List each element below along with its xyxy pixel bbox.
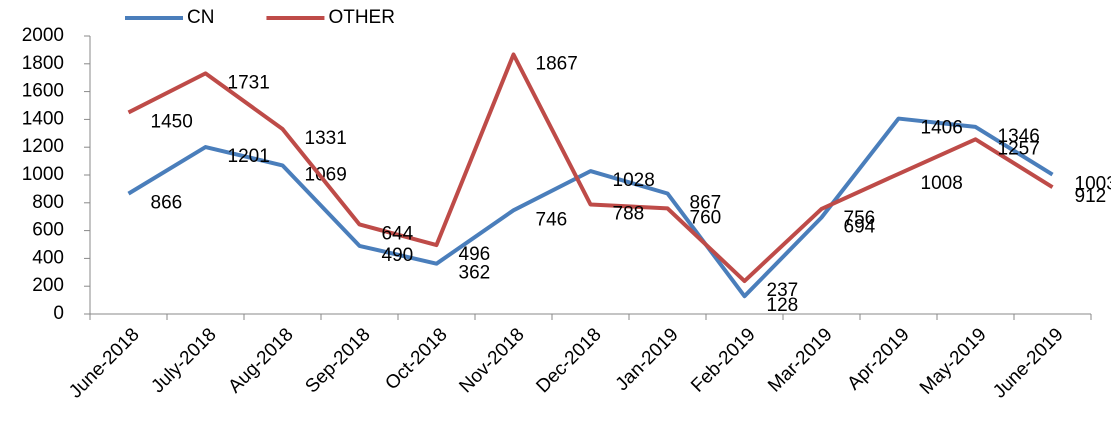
y-tick-label: 800	[32, 192, 64, 213]
x-tick-label: Aug-2018	[224, 324, 297, 397]
data-label: 1406	[921, 118, 963, 139]
data-label: 1731	[228, 72, 270, 93]
data-label: 1201	[228, 146, 270, 167]
data-label: 1450	[151, 111, 193, 132]
data-label: 128	[767, 295, 799, 316]
x-tick-label: July-2018	[147, 324, 220, 397]
y-tick-label: 1400	[22, 108, 64, 129]
data-label: 1257	[998, 138, 1040, 159]
y-tick-label: 1200	[22, 136, 64, 157]
data-label: 496	[459, 244, 491, 265]
series-line	[127, 116, 1054, 299]
y-tick-label: 1800	[22, 53, 64, 74]
y-tick-label: 0	[53, 303, 64, 324]
y-tick-label: 1000	[22, 164, 64, 185]
data-label: 1028	[613, 170, 655, 191]
x-tick-label: Sep-2018	[301, 324, 374, 397]
data-label: 237	[767, 280, 799, 301]
data-label: 694	[844, 217, 876, 238]
data-label: 1346	[998, 126, 1040, 147]
y-tick-label: 200	[32, 275, 64, 296]
data-label: 490	[382, 245, 414, 266]
data-label: 760	[690, 207, 722, 228]
data-label: 1331	[305, 128, 347, 149]
data-label: 1003	[1075, 174, 1111, 195]
legend-label: CN	[187, 7, 214, 28]
x-tick-label: June-2019	[989, 324, 1067, 402]
x-tick-label: Oct-2018	[381, 324, 451, 394]
x-tick-label: Jan-2019	[612, 324, 683, 395]
data-label: 644	[382, 223, 414, 244]
x-tick-label: Feb-2019	[687, 324, 759, 396]
x-tick-label: May-2019	[916, 324, 991, 399]
data-label: 1008	[921, 173, 963, 194]
data-label: 912	[1075, 186, 1107, 207]
data-label: 746	[536, 209, 568, 230]
y-tick-label: 1600	[22, 81, 64, 102]
x-tick-label: Nov-2018	[455, 324, 528, 397]
data-label: 756	[844, 208, 876, 229]
y-tick-label: 600	[32, 220, 64, 241]
y-tick-label: 400	[32, 247, 64, 268]
y-tick-label: 2000	[22, 25, 64, 46]
data-label: 867	[690, 193, 722, 214]
data-label: 362	[459, 263, 491, 284]
legend-label: OTHER	[328, 7, 395, 28]
x-tick-label: Dec-2018	[532, 324, 605, 397]
x-tick-label: Apr-2019	[843, 324, 913, 394]
data-label: 866	[151, 193, 183, 214]
data-label: 1867	[536, 54, 578, 75]
x-tick-label: Mar-2019	[764, 324, 836, 396]
series-line	[127, 52, 1054, 284]
data-label: 788	[613, 203, 645, 224]
x-tick-label: June-2018	[65, 324, 143, 402]
